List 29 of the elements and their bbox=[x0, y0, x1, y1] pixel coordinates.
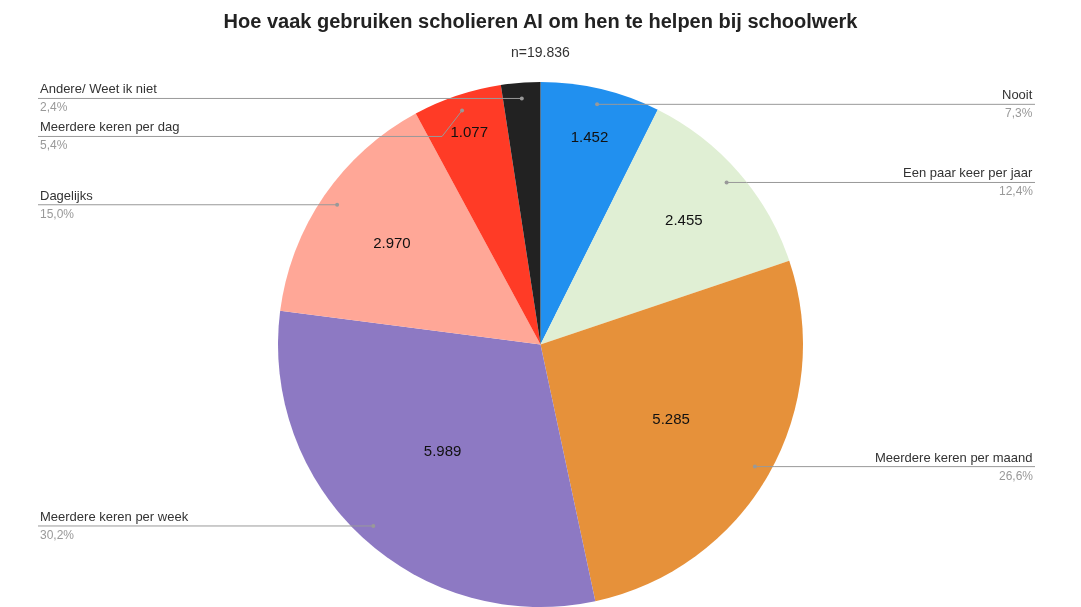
data-label: 5.989 bbox=[423, 442, 462, 460]
data-label: 5.285 bbox=[652, 410, 690, 428]
pie-slice bbox=[500, 82, 541, 345]
pie-slice bbox=[540, 82, 658, 345]
slice-label: Andere/ Weet ik niet bbox=[40, 81, 158, 96]
data-label: 1.452 bbox=[570, 128, 609, 146]
slice-label: Een paar keer per jaar bbox=[903, 165, 1034, 180]
text: 7,3% bbox=[1005, 106, 1033, 120]
text: 30,2% bbox=[40, 528, 75, 542]
chart-title: Hoe vaak gebruiken scholieren AI om hen te helpen bij schoolwerk bbox=[223, 10, 859, 32]
pie-slice bbox=[280, 113, 541, 345]
slice-label: Meerdere keren per dag bbox=[40, 119, 180, 134]
text: 2,4% bbox=[40, 100, 68, 114]
slice-label: Meerdere keren per maand bbox=[875, 450, 1033, 465]
data-label: 1.077 bbox=[450, 123, 489, 141]
pie-slice bbox=[540, 260, 803, 602]
text: 15,0% bbox=[40, 207, 75, 221]
slice-label: Nooit bbox=[1002, 87, 1033, 102]
text: 5,4% bbox=[40, 138, 68, 152]
pie-slice bbox=[278, 310, 596, 607]
slice-label: Dagelijks bbox=[40, 188, 94, 203]
data-label: 2.455 bbox=[665, 211, 703, 229]
slice-label: Meerdere keren per week bbox=[40, 509, 189, 524]
data-label: 2.970 bbox=[373, 233, 411, 251]
pie-slice bbox=[540, 109, 790, 345]
text: 26,6% bbox=[999, 469, 1034, 483]
text: 12,4% bbox=[999, 184, 1034, 198]
chart-subtitle: n=19.836 bbox=[511, 44, 570, 60]
pie-slice bbox=[415, 85, 541, 345]
